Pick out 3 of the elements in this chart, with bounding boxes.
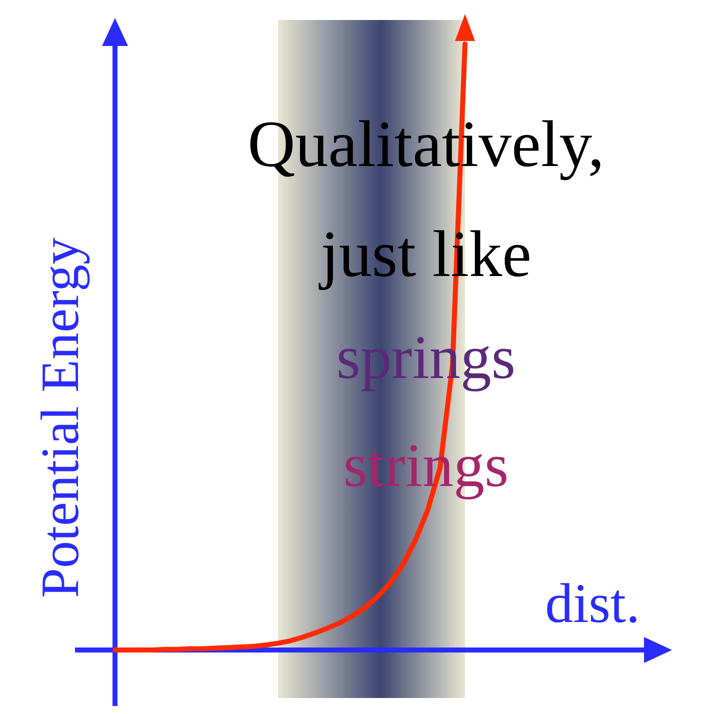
x-axis-title: dist. [545,573,640,635]
y-axis-title: Potential Energy [30,238,90,598]
annotation: strings [343,432,509,500]
